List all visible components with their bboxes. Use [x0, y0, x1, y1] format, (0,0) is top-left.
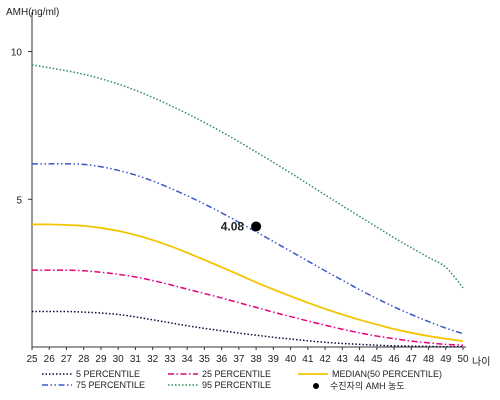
y-axis-title: AMH(ng/ml): [6, 7, 59, 18]
series-line-0: [32, 310, 464, 348]
x-tick-label: 38: [251, 354, 263, 365]
ticks: 5 10 25 26 27 28 29 30 31 32 33 34 35 36 37 38 39 40 41 42 4…: [11, 48, 469, 365]
x-axis-title: 나이: [472, 356, 490, 368]
legend-label-3: 75 PERCENTILE: [76, 380, 145, 390]
legend-label-2: MEDIAN(50 PERCENTILE): [332, 369, 442, 379]
x-tick-label: 37: [233, 354, 245, 365]
x-tick-label: 46: [388, 354, 400, 365]
x-tick-label: 30: [113, 354, 125, 365]
x-tick-label: 31: [130, 354, 142, 365]
x-tick-label: 40: [285, 354, 297, 365]
series-lines: [31, 64, 464, 348]
axes: [31, 12, 466, 348]
legend-marker-dot: [313, 383, 319, 389]
patient-marker: 4.08: [221, 219, 262, 233]
legend-label-1: 25 PERCENTILE: [202, 369, 271, 379]
x-tick-label: 29: [95, 354, 107, 365]
series-line-1: [32, 269, 464, 346]
series-line-2: [31, 223, 464, 342]
x-tick-label: 26: [44, 354, 56, 365]
x-tick-label: 43: [337, 354, 349, 365]
patient-point: [251, 221, 262, 232]
x-tick-label: 41: [302, 354, 314, 365]
x-tick-label: 35: [199, 354, 211, 365]
x-tick-label: 33: [164, 354, 176, 365]
x-tick-label: 25: [26, 354, 38, 365]
x-tick-label: 28: [78, 354, 90, 365]
x-tick-label: 48: [423, 354, 435, 365]
x-tick-label: 36: [216, 354, 228, 365]
x-tick-label: 49: [440, 354, 452, 365]
x-tick-label: 44: [354, 354, 366, 365]
series-line-3: [31, 163, 464, 335]
x-tick-label: 45: [371, 354, 383, 365]
y-tick-label: 10: [11, 48, 23, 59]
series-line-4: [31, 64, 464, 289]
x-tick-label: 42: [320, 354, 332, 365]
legend: 5 PERCENTILE 25 PERCENTILE MEDIAN(50 PERCE…: [42, 369, 442, 391]
legend-label-4: 95 PERCENTILE: [202, 380, 271, 390]
x-tick-label: 50: [457, 354, 469, 365]
x-tick-label: 27: [61, 354, 73, 365]
legend-label-0: 5 PERCENTILE: [76, 369, 140, 379]
x-tick-label: 47: [406, 354, 418, 365]
patient-value-label: 4.08: [221, 219, 245, 233]
x-tick-label: 32: [147, 354, 159, 365]
y-tick-label: 5: [16, 195, 22, 206]
legend-marker-label: 수진자의 AMH 농도: [330, 381, 405, 391]
x-tick-label: 39: [268, 354, 280, 365]
x-tick-label: 34: [182, 354, 194, 365]
